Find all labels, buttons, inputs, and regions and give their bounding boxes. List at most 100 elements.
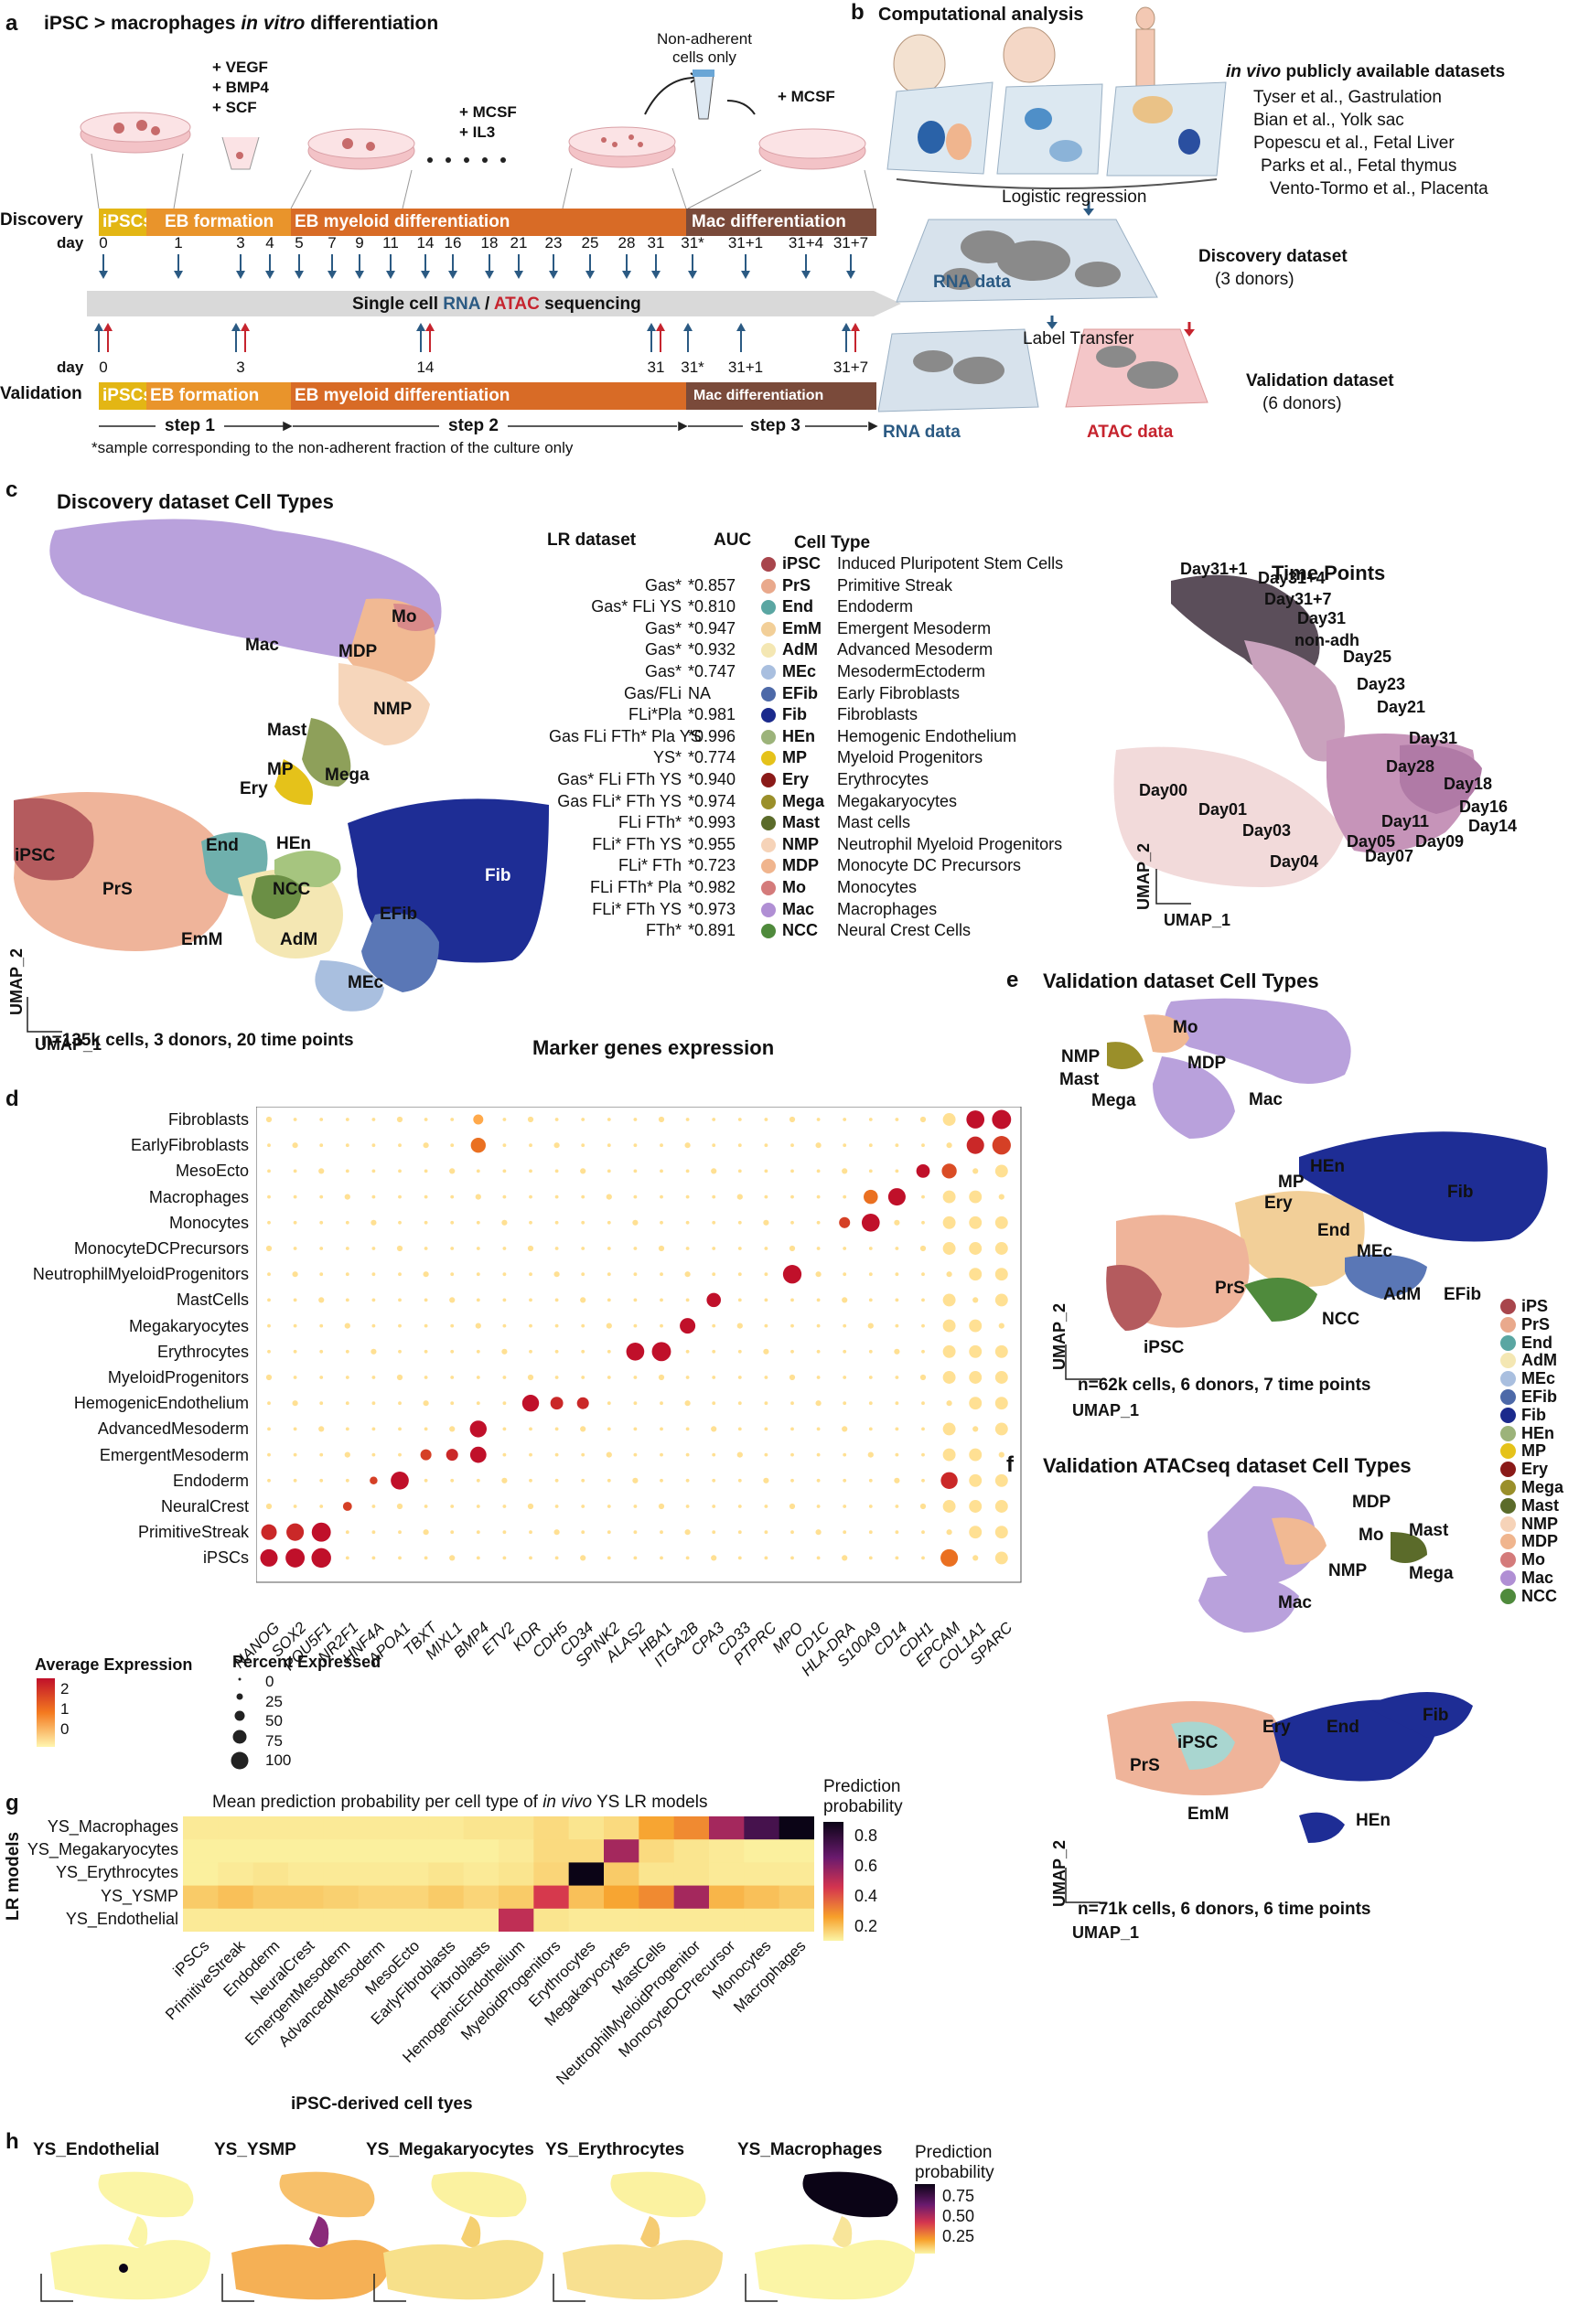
umap-label-nmp: NMP: [1328, 1561, 1368, 1580]
expression-dot: [712, 1220, 716, 1225]
expression-dot: [969, 1319, 983, 1333]
expression-dot: [502, 1530, 507, 1535]
expression-dot: [293, 1323, 297, 1328]
expression-dot: [633, 1452, 638, 1457]
expression-dot: [424, 1349, 428, 1354]
expression-dot: [816, 1298, 821, 1302]
expression-dot: [737, 1401, 742, 1406]
expression-dot: [580, 1168, 586, 1174]
panel-h-label: h: [5, 2129, 19, 2154]
expression-dot: [969, 1526, 983, 1539]
expression-dot: [895, 1272, 899, 1277]
expression-dot: [581, 1349, 585, 1354]
lr-header-auc: AUC: [714, 530, 752, 550]
lr-auc: *0.723: [688, 856, 736, 875]
expression-dot: [994, 1242, 1008, 1255]
expression-dot: [816, 1323, 821, 1328]
umap-blob-top: [279, 2171, 375, 2218]
expression-dot: [424, 1556, 428, 1560]
legend-label: AdM: [1521, 1351, 1557, 1370]
legend-label: Ery: [1521, 1460, 1549, 1479]
expression-dot: [684, 1400, 691, 1407]
umap-blob-bottom: [50, 2240, 210, 2300]
heatmap-cell: [568, 1862, 605, 1887]
lr-header-celltype: Cell Type: [794, 533, 871, 552]
expression-dot: [626, 1342, 645, 1361]
lr-dataset: Gas*: [644, 662, 682, 680]
expression-dot: [267, 1349, 271, 1354]
expression-dot: [737, 1118, 742, 1121]
lr-full: Macrophages: [837, 899, 938, 918]
umap-blob-bottom: [563, 2240, 723, 2300]
rna-arrowhead-down: [549, 271, 558, 279]
expression-dot: [790, 1169, 794, 1173]
umap-blob-mid: [832, 2216, 853, 2247]
heatmap-cell: [639, 1908, 675, 1932]
expression-dot: [267, 1194, 271, 1199]
timepoint-label: Day03: [1242, 821, 1292, 840]
expression-dot: [529, 1298, 532, 1302]
lr-abbr: Mac: [782, 899, 815, 918]
expression-dot: [712, 1452, 716, 1457]
expression-dot: [972, 1426, 979, 1432]
lr-full: Early Fibroblasts: [837, 683, 961, 702]
heatmap-cell: [499, 1908, 534, 1932]
lr-color-dot: [761, 902, 776, 917]
rna-arrowhead-down: [448, 271, 457, 279]
lr-abbr: Mast: [782, 813, 821, 832]
legend-label: NCC: [1521, 1586, 1557, 1605]
heatmap-row-label: YS_YSMP: [100, 1886, 178, 1905]
legend-item: iPS: [1500, 1297, 1548, 1316]
lr-dataset: FLi FTh*: [618, 813, 682, 832]
stage-mac: Mac differentiation: [686, 209, 876, 236]
expression-dot: [396, 1116, 403, 1123]
expression-dot: [319, 1323, 324, 1328]
expression-dot: [398, 1427, 402, 1431]
lr-auc: *0.891: [688, 921, 736, 940]
umap-blob-mid: [461, 2216, 481, 2247]
expression-dot: [265, 1503, 273, 1510]
expression-dot: [450, 1349, 455, 1354]
expression-dot: [921, 1401, 925, 1406]
legend-dot: [1500, 1497, 1516, 1514]
legend-label: Mega: [1521, 1478, 1564, 1496]
expression-dot: [658, 1503, 665, 1510]
umap-label-adm: AdM: [280, 930, 318, 949]
legend-item: NMP: [1500, 1515, 1558, 1534]
expression-dot: [843, 1376, 847, 1379]
expression-dot: [529, 1478, 532, 1483]
expression-dot: [632, 1477, 639, 1483]
validation-day: 31*: [681, 359, 704, 376]
expression-dot: [737, 1478, 742, 1483]
expression-dot: [921, 1530, 925, 1535]
umap-label-mega: Mega: [1091, 1091, 1136, 1110]
expression-dot: [861, 1213, 880, 1232]
heatmap-legend-ticks: 0.8 0.6 0.4 0.2: [854, 1826, 878, 1935]
expression-dot: [267, 1478, 271, 1483]
expression-dot: [398, 1452, 402, 1457]
expression-dot: [319, 1194, 324, 1199]
expression-dot: [607, 1478, 611, 1483]
expression-dot: [502, 1427, 507, 1431]
expression-dot: [293, 1505, 297, 1508]
expression-dot: [941, 1163, 957, 1179]
expression-dot: [319, 1220, 324, 1225]
expression-dot: [994, 1526, 1008, 1539]
expression-dot: [319, 1247, 324, 1250]
expression-dot: [972, 1297, 979, 1303]
discovery-day: 31+4: [788, 234, 824, 252]
expression-dot: [789, 1116, 796, 1123]
heatmap-cell: [428, 1885, 465, 1910]
expression-dot: [423, 1529, 429, 1536]
timepoint-label: Day07: [1365, 847, 1414, 865]
expression-dot: [267, 1298, 271, 1302]
expression-dot: [969, 1242, 983, 1255]
expression-dot: [473, 1114, 484, 1125]
expression-dot: [764, 1298, 768, 1302]
validation-dataset: Validation dataset: [1246, 371, 1394, 391]
expression-dot: [843, 1452, 847, 1457]
expression-dot: [398, 1194, 402, 1199]
expression-dot: [476, 1401, 480, 1406]
heatmap-cell: [744, 1885, 780, 1910]
expression-dot: [580, 1426, 586, 1432]
